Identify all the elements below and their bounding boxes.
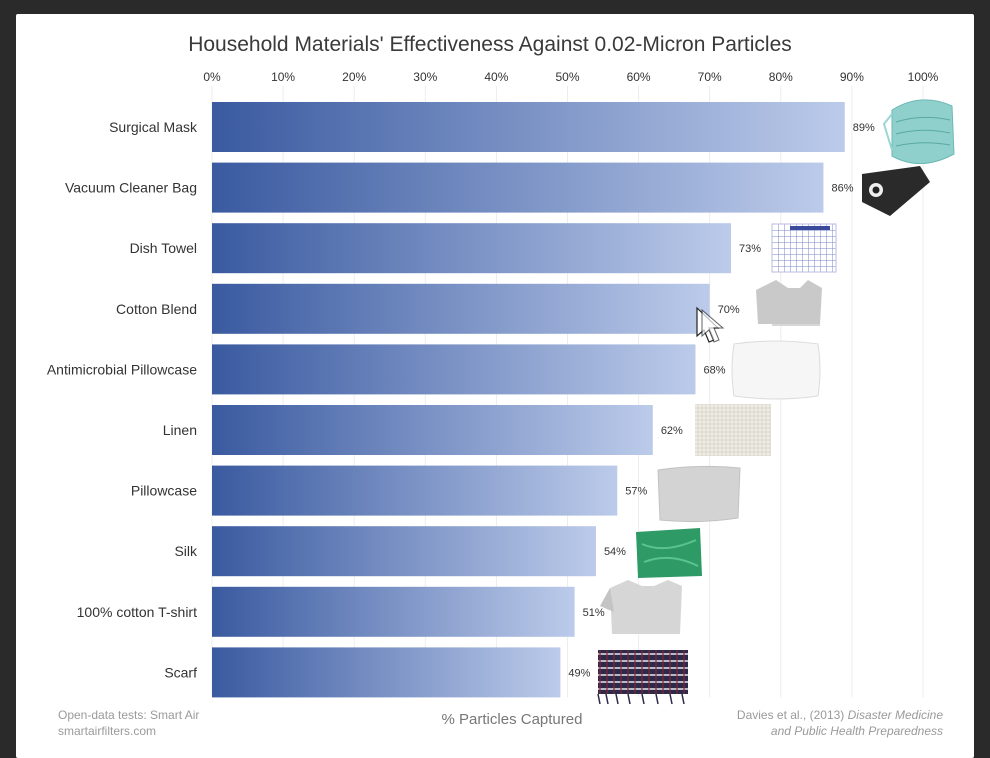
citation-line1: Davies et al., (2013) Disaster Medicine [737,708,943,722]
bar [212,526,596,577]
category-label: Vacuum Cleaner Bag [65,180,197,196]
pillowcase-icon [657,465,741,523]
chart-frame: Household Materials' Effectiveness Again… [16,14,974,758]
category-label: 100% cotton T-shirt [77,604,197,620]
citation-line2: and Public Health Preparedness [771,724,943,738]
category-label: Linen [163,422,197,438]
category-label: Dish Towel [130,240,197,256]
source-left-line2: smartairfilters.com [58,724,156,738]
x-tick-label: 30% [413,70,437,84]
x-axis-label: % Particles Captured [442,711,583,728]
vacuum-bag-icon [862,166,930,216]
category-label: Pillowcase [131,483,197,499]
x-tick-label: 10% [271,70,295,84]
category-label: Cotton Blend [116,301,197,317]
chart-title: Household Materials' Effectiveness Again… [188,33,792,56]
linen-swatch-icon [695,404,771,456]
tshirt-icon [600,580,682,634]
x-tick-label: 40% [484,70,508,84]
bars [212,102,845,698]
x-tick-label: 50% [555,70,579,84]
value-label: 86% [831,183,853,195]
x-tick-label: 80% [769,70,793,84]
value-label: 89% [853,122,875,134]
source-left-line1: Open-data tests: Smart Air [58,708,199,722]
value-label: 57% [625,486,647,498]
x-tick-label: 100% [908,70,939,84]
bar [212,102,845,152]
x-tick-label: 0% [203,70,221,84]
bar [212,405,653,455]
bar [212,465,618,516]
value-label: 70% [718,304,740,316]
x-tick-label: 20% [342,70,366,84]
category-label: Surgical Mask [109,119,198,135]
x-tick-label: 60% [627,70,651,84]
mouse-pointer-icon [696,306,725,343]
chart-canvas: Household Materials' Effectiveness Again… [47,33,955,738]
value-label: 68% [703,364,725,376]
value-label: 62% [661,425,683,437]
cotton-shirt-icon [756,280,822,326]
bar [212,162,824,213]
bar [212,223,732,274]
x-axis-ticks: 0% 10% 20% 30% 40% 50% 60% 70% 80% 90% 100% [203,70,938,84]
value-label: 49% [568,667,590,679]
x-tick-label: 90% [840,70,864,84]
bar [212,283,710,334]
value-label: 51% [583,607,605,619]
pillow-icon [731,340,821,400]
surgical-mask-icon [882,99,955,165]
bar [212,586,575,637]
silk-swatch-icon [636,528,702,578]
category-label: Scarf [164,664,197,680]
scarf-icon [597,650,688,705]
category-labels: Surgical Mask Vacuum Cleaner Bag Dish Towe… [47,119,198,680]
dish-towel-icon [771,223,837,273]
bar [212,344,696,395]
category-label: Antimicrobial Pillowcase [47,361,197,377]
category-label: Silk [174,543,198,559]
citation-journal-1: Disaster Medicine [848,708,944,722]
value-label: 73% [739,243,761,255]
value-labels: 89% 86% 73% 70% 68% 62% 57% 54% 51% 49% [568,122,875,679]
value-label: 54% [604,546,626,558]
citation-author: Davies et al., (2013) [737,708,848,722]
x-tick-label: 70% [698,70,722,84]
bar [212,647,561,698]
